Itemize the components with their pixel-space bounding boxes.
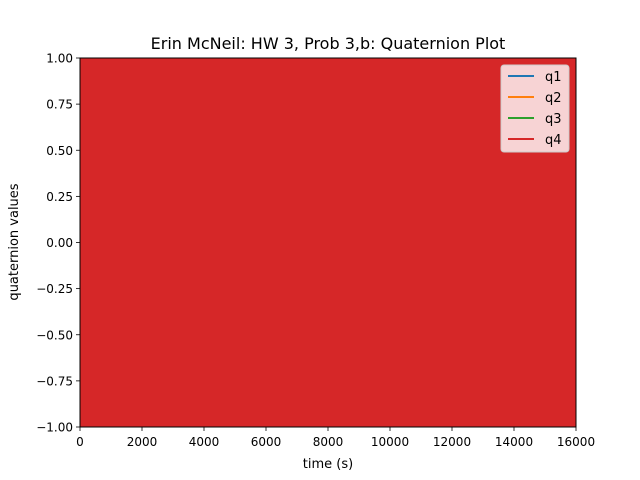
x-tick-label: 4000 xyxy=(189,435,220,449)
legend-entry-q4: q4 xyxy=(508,133,562,148)
y-tick-label: −0.25 xyxy=(36,282,73,296)
legend-label: q1 xyxy=(545,70,562,85)
series-layer xyxy=(80,58,576,427)
y-tick-label: 0.25 xyxy=(46,190,73,204)
x-tick-label: 6000 xyxy=(251,435,282,449)
axis-ticks: 0 2000 4000 6000 8000 10000 12000 14000 16000 −1.… xyxy=(36,52,595,450)
series-q4-band xyxy=(80,58,576,427)
y-tick-label: −0.75 xyxy=(36,374,73,388)
y-tick-label: 0.50 xyxy=(46,144,73,158)
legend-entry-q2: q2 xyxy=(508,91,562,106)
x-tick-label: 0 xyxy=(76,435,84,449)
y-tick-label: 0.75 xyxy=(46,98,73,112)
legend-frame xyxy=(500,64,570,153)
y-tick-label: −0.50 xyxy=(36,328,73,342)
y-tick-label: 1.00 xyxy=(46,52,73,66)
plot-area xyxy=(80,58,576,427)
x-tick-label: 8000 xyxy=(313,435,344,449)
legend-entry-q1: q1 xyxy=(508,70,562,85)
legend-entry-q3: q3 xyxy=(508,112,562,127)
legend-label: q4 xyxy=(545,133,562,148)
x-tick-label: 10000 xyxy=(371,435,409,449)
legend-label: q2 xyxy=(545,91,562,106)
x-tick-label: 2000 xyxy=(127,435,158,449)
legend-label: q3 xyxy=(545,112,562,127)
series-q4 xyxy=(80,58,576,427)
x-tick-label: 16000 xyxy=(557,435,595,449)
x-tick-label: 12000 xyxy=(433,435,471,449)
x-axis-label: time (s) xyxy=(303,457,353,472)
y-tick-label: −1.00 xyxy=(36,421,73,435)
plot-frame xyxy=(79,57,577,428)
legend: q1 q2 q3 q4 xyxy=(500,64,570,153)
chart-title: Erin McNeil: HW 3, Prob 3,b: Quaternion … xyxy=(151,34,506,53)
x-tick-label: 14000 xyxy=(495,435,533,449)
y-axis-label: quaternion values xyxy=(7,183,22,300)
y-tick-label: 0.00 xyxy=(46,236,73,250)
